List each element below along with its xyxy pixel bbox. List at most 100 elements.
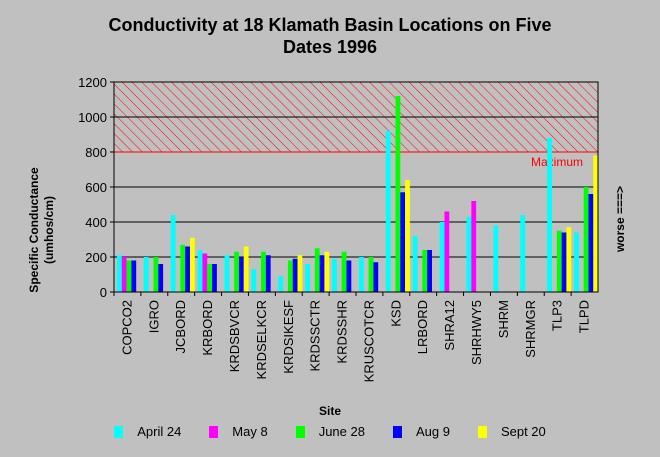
bar <box>314 248 320 292</box>
bar <box>251 269 257 292</box>
bar <box>466 216 472 292</box>
bar <box>341 251 347 292</box>
bar <box>197 250 203 292</box>
x-tick-label: KRBORD <box>200 300 215 356</box>
bar <box>207 264 213 292</box>
legend-label: Sept 20 <box>500 424 546 439</box>
y-tick-label: 800 <box>85 145 107 160</box>
bar <box>427 250 432 292</box>
bar <box>170 215 176 292</box>
bar <box>520 215 526 292</box>
bar <box>405 180 410 292</box>
x-tick-label: TLP3 <box>550 300 565 331</box>
bar <box>373 262 379 292</box>
chart-title-line2: Dates 1996 <box>282 37 378 57</box>
legend-label: May 8 <box>232 424 268 439</box>
bar <box>561 232 567 292</box>
bar <box>385 131 391 292</box>
y-tick-label: 200 <box>85 250 107 265</box>
bar <box>265 255 271 292</box>
legend-swatch <box>114 425 124 438</box>
bar <box>189 237 195 292</box>
bar <box>395 96 401 292</box>
legend-item: Sept 20 <box>477 424 546 439</box>
legend-swatch <box>209 425 219 438</box>
x-tick-label: IGRO <box>146 300 161 333</box>
bar <box>444 211 450 292</box>
bar <box>324 251 330 292</box>
x-tick-label: KRDSSCTR <box>308 300 323 372</box>
x-tick-label: TLPD <box>577 300 592 333</box>
y-tick-label: 400 <box>85 215 107 230</box>
bar <box>185 246 190 292</box>
y-tick-label: 0 <box>100 285 107 300</box>
bar <box>121 257 127 292</box>
legend-label: April 24 <box>137 424 182 439</box>
bar <box>287 260 293 292</box>
bar <box>471 201 477 292</box>
bar <box>332 258 337 292</box>
bar <box>261 251 266 292</box>
bar <box>368 257 374 292</box>
x-tick-label: KRDSBVCR <box>227 300 242 372</box>
bar <box>359 257 364 292</box>
plot-frame <box>113 81 599 293</box>
bar <box>305 264 311 292</box>
bar <box>243 246 249 292</box>
legend: April 24 May 8 June 28 Aug 9 Sept 20 <box>0 424 660 439</box>
bar <box>588 194 594 292</box>
x-tick-label: KRUSCOTCR <box>361 300 376 382</box>
bar <box>278 276 284 292</box>
chart-title-line1: Conductivity at 18 Klamath Basin Locatio… <box>108 15 552 35</box>
bar <box>400 192 406 292</box>
bar <box>131 260 137 292</box>
bar <box>346 260 352 292</box>
legend-label: June 28 <box>318 424 365 439</box>
x-tick-label: KRDSIKESF <box>281 300 296 374</box>
x-tick-label: SHRMGR <box>523 300 538 358</box>
x-tick-label: COPCO2 <box>119 300 134 355</box>
x-tick-label: SHRM <box>496 300 511 338</box>
x-axis-label: Site <box>318 404 341 418</box>
x-tick-label: SHRHWY5 <box>469 300 484 365</box>
bar <box>158 264 164 292</box>
x-tick-label: SHRA12 <box>442 300 457 351</box>
legend-item: Aug 9 <box>392 424 450 439</box>
y-tick-label: 1200 <box>78 75 107 90</box>
bar <box>556 230 562 292</box>
legend-swatch <box>477 425 487 438</box>
y-tick-label: 1000 <box>78 110 107 125</box>
legend-label: Aug 9 <box>415 424 450 439</box>
bar <box>297 255 303 292</box>
bar <box>224 255 230 292</box>
x-tick-label: KRDSELKCR <box>254 300 269 379</box>
legend-item: April 24 <box>114 424 181 439</box>
bar <box>153 257 159 292</box>
bar <box>493 225 499 292</box>
bar <box>212 264 217 292</box>
bar <box>234 251 239 292</box>
bar <box>422 250 428 292</box>
legend-item: May 8 <box>209 424 268 439</box>
bar <box>202 253 208 292</box>
y-tick-label: 600 <box>85 180 107 195</box>
bar <box>143 257 149 292</box>
bar <box>566 227 572 292</box>
bar <box>439 222 445 292</box>
bar <box>574 232 579 292</box>
bar <box>583 187 589 292</box>
threshold-label: Maximum <box>531 155 583 169</box>
bar <box>126 260 132 292</box>
legend-swatch <box>392 425 402 438</box>
bar <box>292 258 298 292</box>
bar <box>117 255 122 292</box>
bar <box>319 255 325 292</box>
x-tick-label: LRBORD <box>415 300 430 354</box>
legend-item: June 28 <box>295 424 365 439</box>
x-tick-label: KRDSSHR <box>335 300 350 364</box>
x-tick-label: KSD <box>388 300 403 327</box>
x-tick-label: JCBORD <box>173 300 188 353</box>
bar <box>238 257 244 292</box>
bar <box>412 236 418 292</box>
